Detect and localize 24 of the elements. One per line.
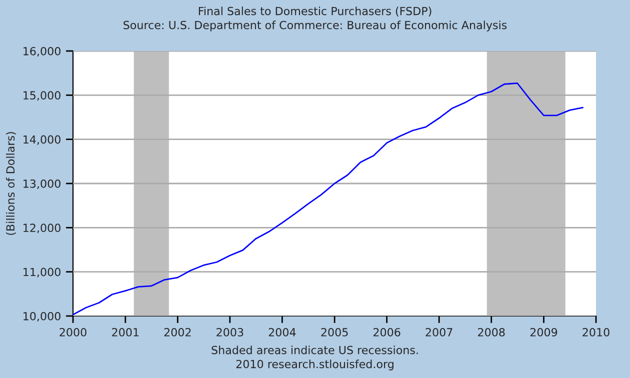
x-tick-label: 2003 <box>216 328 244 336</box>
x-tick-label: 2000 <box>60 328 86 336</box>
y-tick-label: 12,000 <box>24 224 60 234</box>
text: Shaded areas indicate US recessions. <box>212 346 418 354</box>
line-series <box>73 82 584 316</box>
y-axis-title: (Billions of Dollars) <box>6 132 16 235</box>
x-tick-label: 2005 <box>321 328 348 336</box>
chart-subtitle: Source: U.S. Department of Commerce: Bureau of Economic Analysis <box>124 20 507 32</box>
y-tick-label: 10,000 <box>24 312 60 322</box>
x-tick-label: 2009 <box>530 328 558 336</box>
y-tick-label: 16,000 <box>24 46 60 57</box>
y-tick-label: 11,000 <box>24 268 60 278</box>
y-tick-label: 13,000 <box>24 179 60 190</box>
x-tick-label: 2001 <box>112 328 139 336</box>
x-tick-label: 2008 <box>478 328 505 336</box>
x-tick-label: 2007 <box>426 328 452 336</box>
chart-title: Final Sales to Domestic Purchasers (FSDP) <box>198 6 432 17</box>
y-tick-label: 14,000 <box>24 135 60 145</box>
y-tick-label: 15,000 <box>24 91 60 101</box>
x-tick-label: 2002 <box>164 328 191 336</box>
text: 2010 research.stlouisfed.org <box>236 360 394 370</box>
x-tick-label: 2010 <box>582 328 610 336</box>
x-tick-label: 2006 <box>374 328 400 336</box>
x-tick-label: 2004 <box>268 328 296 336</box>
